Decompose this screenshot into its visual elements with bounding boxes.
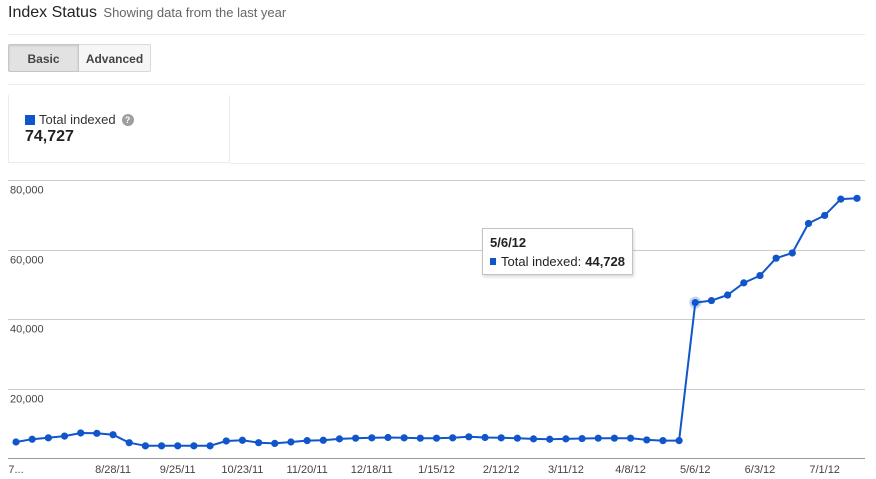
y-tick-label: 40,000 [10, 324, 44, 336]
data-point [740, 279, 748, 287]
data-point [610, 434, 619, 442]
tooltip-date: 5/6/12 [490, 235, 527, 250]
data-point [707, 296, 716, 305]
data-point [222, 437, 230, 445]
data-point [691, 298, 699, 307]
data-point [756, 271, 764, 280]
data-point [271, 439, 279, 448]
y-tick-label: 60,000 [10, 255, 44, 267]
data-point [481, 433, 489, 442]
data-point [303, 437, 311, 445]
data-point [109, 431, 117, 439]
data-point [449, 434, 457, 442]
view-toggle: Basic Advanced [8, 44, 151, 72]
data-point [157, 442, 166, 450]
metric-label: Total indexed [39, 112, 116, 127]
data-point [513, 434, 521, 442]
data-point [562, 435, 570, 443]
y-tick-label: 80,000 [10, 185, 44, 197]
metric-value: 74,727 [25, 128, 74, 145]
chart-grid [8, 180, 865, 459]
data-point [578, 434, 586, 443]
x-tick-label: 3/11/12 [548, 464, 584, 476]
page-title: Index Status [8, 4, 97, 21]
tabs-divider [8, 84, 865, 85]
tooltip-value: 44,728 [585, 254, 625, 269]
series-total-indexed [12, 194, 861, 450]
x-tick-label: 4/8/12 [615, 464, 646, 476]
data-point [659, 437, 667, 445]
data-point [821, 211, 829, 220]
chart-tooltip: 5/6/12 Total indexed: 44,728 [482, 228, 633, 275]
summary-divider [230, 163, 865, 164]
data-point [788, 249, 796, 257]
data-point [60, 432, 69, 440]
data-point [125, 439, 133, 447]
data-point [626, 434, 635, 442]
metric-legend[interactable]: Total indexed ? [25, 112, 134, 127]
data-point [368, 434, 376, 442]
tooltip-swatch-icon [490, 258, 496, 265]
data-point [497, 434, 505, 442]
tab-basic[interactable]: Basic [8, 44, 79, 72]
x-tick-label: 1/15/12 [418, 464, 455, 476]
data-point [28, 435, 36, 443]
x-tick-label: 6/3/12 [745, 464, 776, 476]
data-point [432, 434, 441, 442]
data-point [190, 442, 198, 450]
x-axis-labels: 7... 8/28/11 9/25/11 10/23/11 11/20/11 12/18/… [8, 464, 840, 476]
data-point [335, 435, 344, 443]
data-point [804, 219, 813, 228]
page-header: Index Status Showing data from the last … [8, 4, 286, 22]
data-point [77, 429, 85, 437]
data-point [416, 434, 424, 442]
data-point [238, 436, 247, 444]
data-point [643, 436, 651, 444]
x-tick-label: 12/18/11 [351, 464, 393, 476]
x-tick-label: 2/12/12 [483, 464, 520, 476]
data-point [174, 442, 182, 450]
tab-advanced[interactable]: Advanced [79, 44, 151, 72]
data-point [254, 439, 263, 447]
data-point [12, 438, 20, 446]
index-status-chart: 20,000 40,000 60,000 80,000 7... 8/28/11 9/25… [0, 172, 876, 479]
x-tick-label: 7... [8, 464, 23, 476]
y-tick-label: 20,000 [10, 394, 44, 406]
data-point [675, 437, 683, 445]
x-tick-label: 7/1/12 [809, 464, 840, 476]
data-point [352, 434, 360, 442]
legend-swatch-icon [25, 114, 35, 125]
data-point [529, 435, 538, 443]
tooltip-label: Total indexed: [501, 254, 582, 269]
data-point [772, 254, 780, 262]
x-tick-label: 5/6/12 [680, 464, 711, 476]
data-point [400, 434, 408, 442]
data-point [287, 438, 295, 446]
header-divider [8, 34, 865, 35]
data-point [206, 442, 214, 450]
data-point [594, 434, 602, 442]
x-tick-label: 10/23/11 [221, 464, 263, 476]
help-icon[interactable]: ? [121, 113, 134, 126]
data-point [853, 194, 861, 202]
summary-panel: Total indexed ? 74,727 [8, 95, 230, 163]
x-tick-label: 8/28/11 [95, 464, 131, 476]
data-point [724, 291, 732, 299]
chart-svg: 20,000 40,000 60,000 80,000 7... 8/28/11 9/25… [8, 180, 865, 476]
data-point [93, 429, 101, 437]
data-point [465, 433, 473, 441]
y-axis-labels: 20,000 40,000 60,000 80,000 [10, 185, 44, 406]
tooltip-row: Total indexed: 44,728 [490, 254, 625, 269]
data-point [319, 436, 327, 444]
data-point [546, 435, 554, 443]
data-point [384, 433, 392, 442]
x-tick-label: 9/25/11 [160, 464, 196, 476]
data-point [837, 195, 845, 203]
series-line [15, 197, 858, 447]
x-tick-label: 11/20/11 [287, 464, 328, 476]
page-subtitle: Showing data from the last year [103, 5, 287, 20]
data-point [44, 434, 52, 442]
data-point [141, 442, 149, 450]
